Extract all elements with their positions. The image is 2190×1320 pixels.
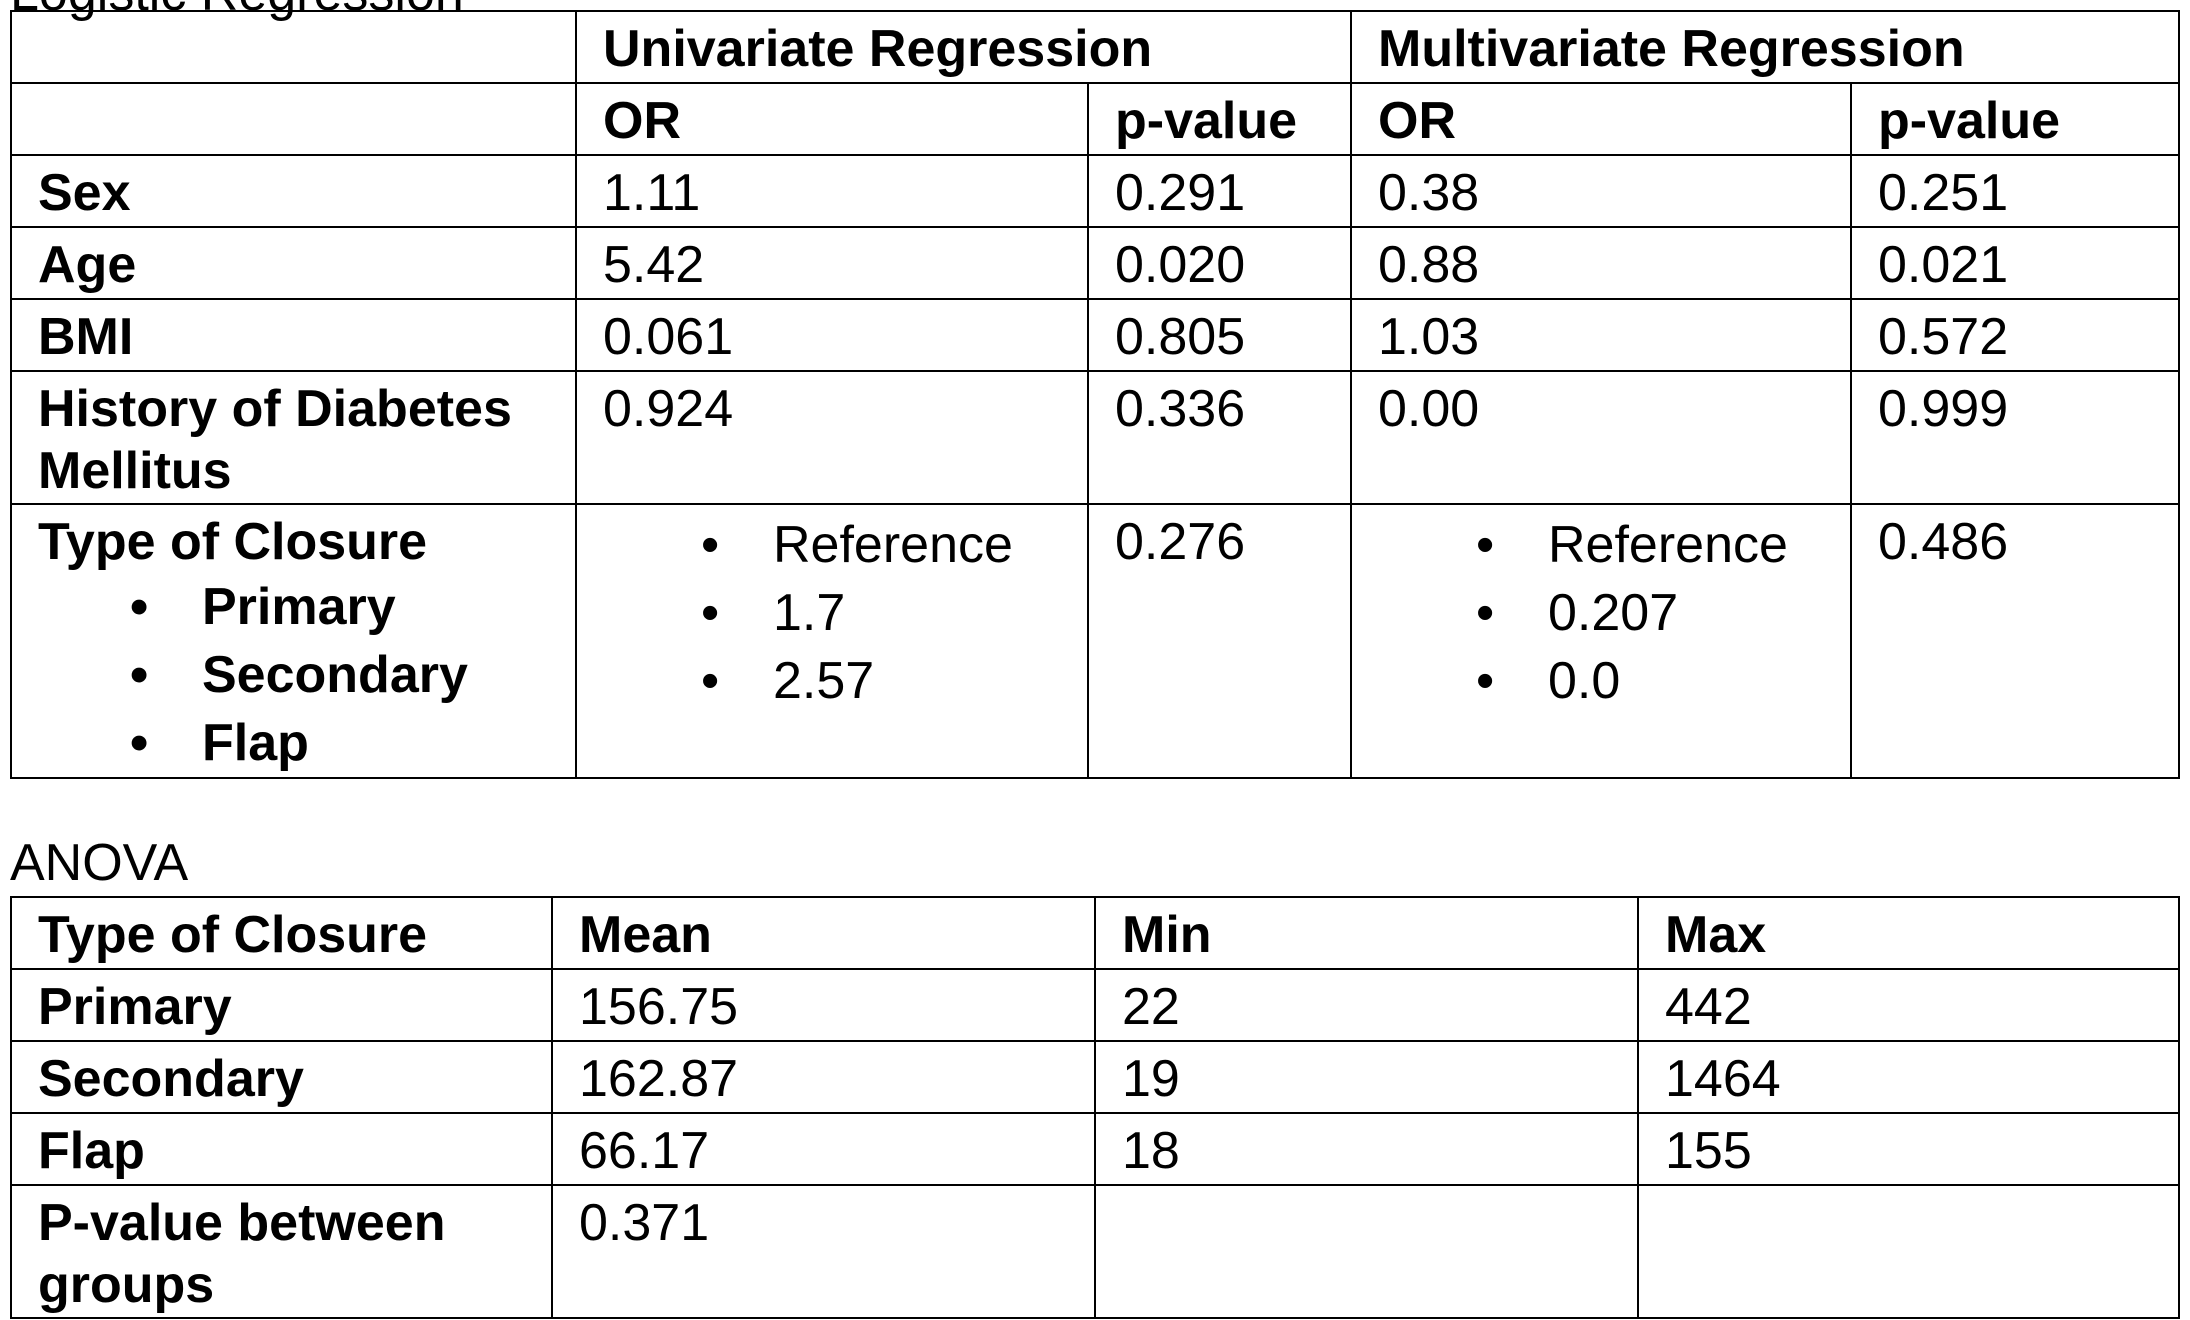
multivariate-or-cell: Reference 0.207 0.0 xyxy=(1350,502,1852,780)
univariate-or-header: OR xyxy=(575,82,1089,156)
univariate-or-list: Reference 1.7 2.57 xyxy=(603,511,1061,715)
row-label: Secondary xyxy=(10,1040,553,1114)
univariate-pvalue-header: p-value xyxy=(1087,82,1352,156)
univariate-or-cell: 0.924 xyxy=(575,370,1089,505)
multivariate-pvalue-cell: 0.251 xyxy=(1850,154,2180,228)
anova-caption: ANOVA xyxy=(10,834,189,892)
empty-cell xyxy=(1094,1184,1639,1319)
empty-cell xyxy=(1637,1184,2180,1319)
multivariate-header: Multivariate Regression xyxy=(1350,10,2180,84)
row-label: Flap xyxy=(10,1112,553,1186)
table-row: P-value between groups 0.371 xyxy=(10,1184,2180,1319)
min-cell: 22 xyxy=(1094,968,1639,1042)
max-cell: 442 xyxy=(1637,968,2180,1042)
row-label: BMI xyxy=(10,298,577,372)
table-row: Age 5.42 0.020 0.88 0.021 xyxy=(10,226,2180,300)
min-cell: 18 xyxy=(1094,1112,1639,1186)
closure-category-list: Primary Secondary Flap xyxy=(38,573,549,777)
closure-row: Type of Closure Primary Secondary Flap R… xyxy=(10,502,2180,780)
row-label: Age xyxy=(10,226,577,300)
multivariate-pvalue-cell: 0.572 xyxy=(1850,298,2180,372)
multivariate-pvalue-cell: 0.486 xyxy=(1850,502,2180,780)
multivariate-or-header: OR xyxy=(1350,82,1852,156)
univariate-pvalue-cell: 0.276 xyxy=(1087,502,1352,780)
multivariate-or-cell: 0.00 xyxy=(1350,370,1852,505)
min-cell: 19 xyxy=(1094,1040,1639,1114)
list-item: Secondary xyxy=(130,641,549,709)
list-item: Reference xyxy=(1476,511,1824,579)
list-item: 0.0 xyxy=(1476,647,1824,715)
anova-header-row: Type of Closure Mean Min Max xyxy=(10,896,2180,970)
list-item: 1.7 xyxy=(701,579,1061,647)
mean-cell: 156.75 xyxy=(551,968,1096,1042)
table-row: Flap 66.17 18 155 xyxy=(10,1112,2180,1186)
multivariate-pvalue-header: p-value xyxy=(1850,82,2180,156)
univariate-pvalue-cell: 0.020 xyxy=(1087,226,1352,300)
max-cell: 1464 xyxy=(1637,1040,2180,1114)
multivariate-or-cell: 1.03 xyxy=(1350,298,1852,372)
max-header: Max xyxy=(1637,896,2180,970)
regression-group-header-row: Univariate Regression Multivariate Regre… xyxy=(10,10,2180,84)
table-row: Sex 1.11 0.291 0.38 0.251 xyxy=(10,154,2180,228)
min-header: Min xyxy=(1094,896,1639,970)
univariate-pvalue-cell: 0.805 xyxy=(1087,298,1352,372)
multivariate-pvalue-cell: 0.021 xyxy=(1850,226,2180,300)
regression-table: Univariate Regression Multivariate Regre… xyxy=(10,10,2180,780)
multivariate-or-list: Reference 0.207 0.0 xyxy=(1378,511,1824,715)
pvalue-cell: 0.371 xyxy=(551,1184,1096,1319)
empty-header-cell xyxy=(10,10,577,84)
univariate-pvalue-cell: 0.291 xyxy=(1087,154,1352,228)
regression-sub-header-row: OR p-value OR p-value xyxy=(10,82,2180,156)
closure-label-cell: Type of Closure Primary Secondary Flap xyxy=(10,502,577,780)
multivariate-pvalue-cell: 0.999 xyxy=(1850,370,2180,505)
list-item: Primary xyxy=(130,573,549,641)
row-label: Type of Closure xyxy=(38,512,428,571)
table-row: Primary 156.75 22 442 xyxy=(10,968,2180,1042)
list-item: 2.57 xyxy=(701,647,1061,715)
univariate-or-cell: Reference 1.7 2.57 xyxy=(575,502,1089,780)
row-label: Primary xyxy=(10,968,553,1042)
max-cell: 155 xyxy=(1637,1112,2180,1186)
univariate-or-cell: 0.061 xyxy=(575,298,1089,372)
anova-table: Type of Closure Mean Min Max Primary 156… xyxy=(10,896,2180,1319)
univariate-header: Univariate Regression xyxy=(575,10,1352,84)
mean-header: Mean xyxy=(551,896,1096,970)
table-row: History of Diabetes Mellitus 0.924 0.336… xyxy=(10,370,2180,505)
pvalue-label: P-value between groups xyxy=(10,1184,553,1319)
row-label: History of Diabetes Mellitus xyxy=(10,370,577,505)
row-label: Sex xyxy=(10,154,577,228)
univariate-or-cell: 1.11 xyxy=(575,154,1089,228)
mean-cell: 162.87 xyxy=(551,1040,1096,1114)
univariate-pvalue-cell: 0.336 xyxy=(1087,370,1352,505)
mean-cell: 66.17 xyxy=(551,1112,1096,1186)
list-item: Reference xyxy=(701,511,1061,579)
univariate-or-cell: 5.42 xyxy=(575,226,1089,300)
empty-header-cell xyxy=(10,82,577,156)
table-row: BMI 0.061 0.805 1.03 0.572 xyxy=(10,298,2180,372)
type-of-closure-header: Type of Closure xyxy=(10,896,553,970)
multivariate-or-cell: 0.38 xyxy=(1350,154,1852,228)
table-row: Secondary 162.87 19 1464 xyxy=(10,1040,2180,1114)
list-item: 0.207 xyxy=(1476,579,1824,647)
multivariate-or-cell: 0.88 xyxy=(1350,226,1852,300)
list-item: Flap xyxy=(130,709,549,777)
